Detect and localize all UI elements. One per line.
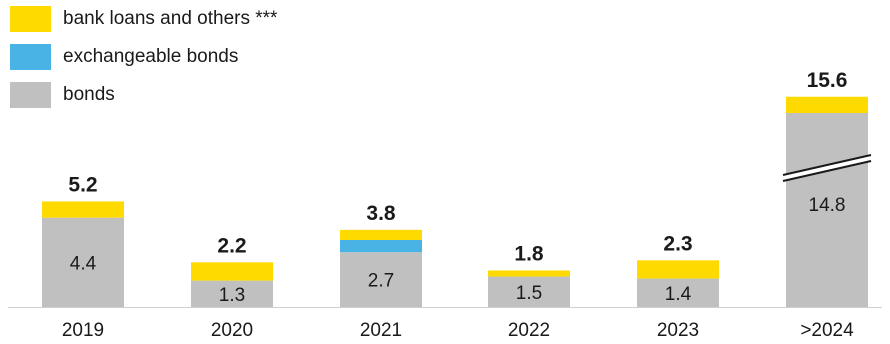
total-value-label-0: 5.2 — [68, 173, 97, 196]
bar-segment-bank-loans-and-others--3 — [488, 270, 570, 277]
bar-segment-bonds-5 — [786, 113, 868, 307]
total-value-label-4: 2.3 — [663, 232, 692, 255]
bar-segment-bonds-1 — [191, 280, 273, 307]
total-value-label-5: 15.6 — [807, 69, 848, 92]
x-tick-label-3: 2022 — [508, 320, 550, 341]
legend-label-bonds: bonds — [63, 84, 115, 105]
legend-label-bank-loans: bank loans and others *** — [63, 8, 278, 29]
legend-item-bank-loans: bank loans and others *** — [10, 6, 277, 32]
x-tick-label-4: 2023 — [657, 320, 699, 341]
bar-segment-bonds-0 — [42, 217, 124, 307]
bonds-value-label-5: 14.8 — [809, 195, 846, 216]
legend-swatch-bonds — [10, 82, 51, 108]
bonds-value-label-3: 1.5 — [516, 283, 542, 304]
x-tick-label-1: 2020 — [211, 320, 253, 341]
chart-legend: bank loans and others *** exchangeable b… — [10, 6, 277, 120]
bar-segment-bank-loans-and-others--2 — [340, 229, 422, 241]
bonds-value-label-2: 2.7 — [368, 271, 394, 292]
axis-break-line-bottom — [782, 160, 872, 182]
bar-segment-bank-loans-and-others--0 — [42, 201, 124, 218]
bonds-value-label-0: 4.4 — [70, 253, 97, 274]
axis-break-gap — [783, 155, 871, 181]
x-tick-label-5: >2024 — [800, 320, 854, 341]
legend-item-bonds: bonds — [10, 82, 277, 108]
bar-segment-bonds-2 — [340, 252, 422, 307]
legend-label-exchangeable-bonds: exchangeable bonds — [63, 46, 239, 67]
bonds-value-label-1: 1.3 — [219, 285, 245, 306]
total-value-label-2: 3.8 — [366, 202, 396, 225]
axis-break-line-top — [782, 154, 872, 176]
legend-swatch-exchangeable-bonds — [10, 44, 51, 70]
bar-segment-bonds-4 — [637, 278, 719, 307]
total-value-label-1: 2.2 — [217, 234, 246, 257]
bar-segment-exchangeable-bonds-2 — [340, 240, 422, 253]
total-value-label-3: 1.8 — [514, 242, 544, 265]
bar-segment-bank-loans-and-others--5 — [786, 96, 868, 113]
bar-segment-bonds-3 — [488, 276, 570, 307]
x-tick-label-2: 2021 — [360, 320, 402, 341]
bar-segment-bank-loans-and-others--1 — [191, 262, 273, 281]
x-tick-label-0: 2019 — [62, 320, 104, 341]
bonds-value-label-4: 1.4 — [665, 284, 692, 305]
legend-item-exchangeable-bonds: exchangeable bonds — [10, 44, 277, 70]
legend-swatch-bank-loans — [10, 6, 51, 32]
bar-segment-bank-loans-and-others--4 — [637, 260, 719, 279]
